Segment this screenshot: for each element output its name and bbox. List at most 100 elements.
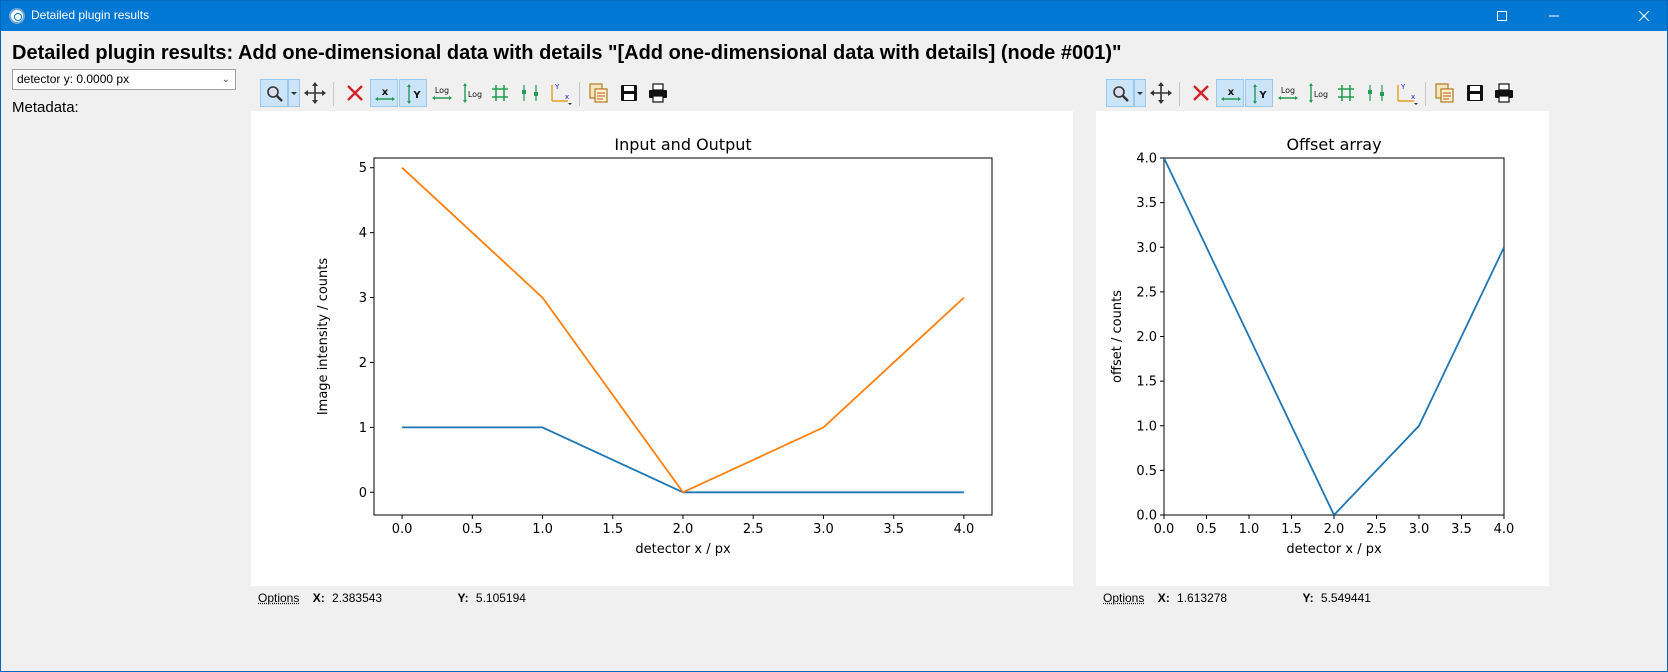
autoscale-x-button[interactable]: x bbox=[370, 79, 398, 107]
svg-text:Y: Y bbox=[554, 83, 560, 91]
left-plot-area[interactable]: Input and Output 0.0 0.5 1.0 1.5 2.0 2.5 3.0 3.5… bbox=[251, 111, 1073, 586]
clear-icon bbox=[1193, 85, 1209, 101]
log-y-icon: Log bbox=[1309, 83, 1328, 103]
svg-text:Log: Log bbox=[468, 90, 482, 99]
print-icon bbox=[649, 83, 667, 103]
log-x-icon: Log bbox=[1278, 86, 1298, 100]
zoom-icon bbox=[267, 86, 283, 102]
print-button[interactable] bbox=[644, 79, 672, 107]
y-tick-label: 3.5 bbox=[1136, 196, 1157, 211]
right-plot-status: Options X: 1.613278 Y: 5.549441 bbox=[1103, 591, 1371, 605]
x-tick-label: 0.0 bbox=[392, 522, 413, 537]
zoom-menu-button[interactable] bbox=[1134, 79, 1146, 107]
x-tick-label: 3.0 bbox=[813, 522, 834, 537]
pan-button[interactable] bbox=[301, 79, 329, 107]
right-plot-area[interactable]: Offset array 0.0 0.5 1.0 1.5 2.0 2.5 3.0 3.5 4.0 0… bbox=[1096, 111, 1549, 586]
copy-icon bbox=[1435, 83, 1454, 103]
log-y-button[interactable]: Log bbox=[457, 79, 485, 107]
offset-array-chart[interactable]: Offset array 0.0 0.5 1.0 1.5 2.0 2.5 3.0 3.5 4.0 0… bbox=[1096, 111, 1549, 586]
x-tick-label: 0.5 bbox=[462, 522, 483, 537]
options-menu[interactable]: Options bbox=[258, 591, 300, 605]
curve-style-button[interactable] bbox=[516, 79, 544, 107]
pan-button[interactable] bbox=[1147, 79, 1175, 107]
axes-origin-icon: Yx bbox=[1397, 83, 1418, 105]
grid-button[interactable] bbox=[1332, 79, 1360, 107]
copy-button[interactable] bbox=[585, 79, 613, 107]
chart-title: Offset array bbox=[1286, 135, 1381, 154]
y-axis-label: Image intensity / counts bbox=[316, 258, 331, 416]
y-tick-label: 2 bbox=[359, 356, 367, 371]
x-axis-label: detector x / px bbox=[635, 542, 731, 557]
maximize-icon bbox=[1497, 11, 1507, 21]
clear-button[interactable] bbox=[341, 79, 369, 107]
y-tick-label: 1.0 bbox=[1136, 419, 1157, 434]
left-plot-status: Options X: 2.383543 Y: 5.105194 bbox=[258, 591, 526, 605]
y-tick-label: 0.5 bbox=[1136, 464, 1157, 479]
y-tick-label: 4.0 bbox=[1136, 152, 1157, 167]
zoom-menu-button[interactable] bbox=[288, 79, 300, 107]
svg-text:x: x bbox=[382, 87, 389, 98]
x-tick-label: 3.5 bbox=[1451, 522, 1472, 537]
series-line-1 bbox=[402, 426, 964, 494]
plot-frame bbox=[1163, 157, 1505, 516]
window-title: Detailed plugin results bbox=[31, 8, 150, 22]
svg-text:Log: Log bbox=[1281, 86, 1295, 95]
options-menu[interactable]: Options bbox=[1103, 591, 1145, 605]
svg-text:Log: Log bbox=[1314, 90, 1328, 99]
axes-origin-icon: Yx bbox=[551, 83, 572, 105]
log-y-button[interactable]: Log bbox=[1303, 79, 1331, 107]
x-tick-label: 2.5 bbox=[1366, 522, 1387, 537]
print-button[interactable] bbox=[1490, 79, 1518, 107]
svg-text:x: x bbox=[1411, 93, 1415, 101]
log-x-button[interactable]: Log bbox=[1274, 79, 1302, 107]
pan-icon bbox=[304, 82, 326, 104]
grid-button[interactable] bbox=[486, 79, 514, 107]
log-x-button[interactable]: Log bbox=[428, 79, 456, 107]
app-icon bbox=[9, 8, 25, 24]
copy-button[interactable] bbox=[1431, 79, 1459, 107]
zoom-button[interactable] bbox=[260, 79, 288, 107]
close-icon bbox=[1638, 10, 1650, 22]
clear-button[interactable] bbox=[1187, 79, 1215, 107]
minimize-button[interactable] bbox=[1531, 1, 1577, 31]
autoscale-x-icon: x bbox=[1221, 87, 1241, 101]
toolbar-separator bbox=[579, 82, 580, 106]
y-coord-label: Y: bbox=[1302, 591, 1314, 605]
svg-text:Log: Log bbox=[435, 86, 449, 95]
svg-text:Y: Y bbox=[1400, 83, 1406, 91]
chart-title: Input and Output bbox=[614, 135, 751, 154]
y-tick-label: 2.0 bbox=[1136, 330, 1157, 345]
autoscale-y-button[interactable]: Y bbox=[1245, 79, 1273, 107]
input-output-chart[interactable]: Input and Output 0.0 0.5 1.0 1.5 2.0 2.5 3.0 3.5… bbox=[251, 111, 1073, 586]
x-tick-label: 0.0 bbox=[1154, 522, 1175, 537]
y-tick-label: 0.0 bbox=[1136, 509, 1157, 524]
autoscale-x-button[interactable]: x bbox=[1216, 79, 1244, 107]
save-button[interactable] bbox=[1461, 79, 1489, 107]
zoom-button[interactable] bbox=[1106, 79, 1134, 107]
y-tick-label: 1 bbox=[359, 421, 367, 436]
clear-icon bbox=[347, 85, 363, 101]
x-tick-label: 2.0 bbox=[673, 522, 694, 537]
x-tick-label: 1.5 bbox=[1281, 522, 1302, 537]
pan-icon bbox=[1150, 82, 1172, 104]
close-button[interactable] bbox=[1621, 1, 1667, 31]
chevron-down-icon[interactable]: ⌄ bbox=[221, 74, 230, 85]
y-coord-value: 5.549441 bbox=[1320, 591, 1371, 605]
curve-style-button[interactable] bbox=[1362, 79, 1390, 107]
y-axis-label: offset / counts bbox=[1110, 290, 1125, 383]
maximize-button[interactable] bbox=[1479, 1, 1525, 31]
metadata-label: Metadata: bbox=[12, 99, 79, 116]
grid-icon bbox=[492, 85, 508, 101]
y-tick-label: 3 bbox=[359, 291, 367, 306]
save-button[interactable] bbox=[615, 79, 643, 107]
y-coord-value: 5.105194 bbox=[475, 591, 526, 605]
title-bar[interactable]: Detailed plugin results bbox=[1, 1, 1667, 31]
zoom-menu-icon bbox=[1137, 92, 1143, 95]
autoscale-y-button[interactable]: Y bbox=[399, 79, 427, 107]
x-tick-label: 3.0 bbox=[1409, 522, 1430, 537]
detector-y-select[interactable]: detector y: 0.0000 px ⌄ bbox=[12, 69, 236, 90]
log-y-icon: Log bbox=[463, 83, 482, 103]
